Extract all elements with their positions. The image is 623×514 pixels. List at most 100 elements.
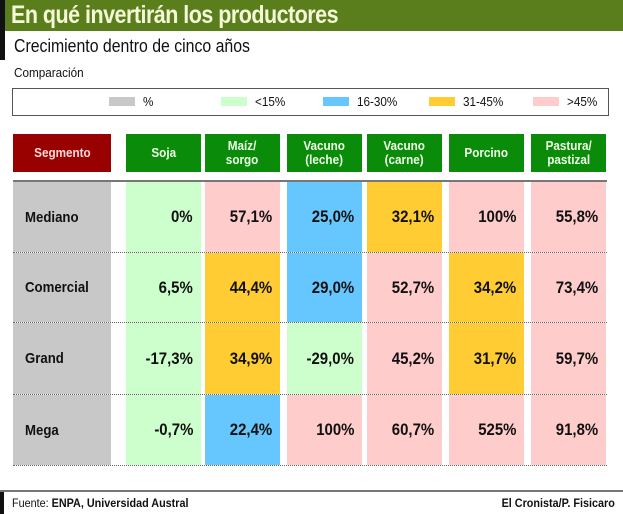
- cell-value: 100%: [315, 420, 354, 439]
- column-header: Porcino: [449, 134, 524, 172]
- segment-label: Grand: [25, 350, 64, 367]
- comparison-label: Comparación: [14, 65, 84, 80]
- table-cell: 91,8%: [531, 395, 606, 465]
- footer-edge-accent: [0, 492, 4, 514]
- row-divider: [13, 394, 607, 395]
- cell-value: 34,9%: [229, 348, 272, 368]
- segment-cell: Comercial: [13, 253, 111, 322]
- title-bar: En qué invertirán los productores: [0, 0, 623, 60]
- table-cell: 31,7%: [449, 323, 524, 394]
- table-cell: 100%: [449, 182, 524, 252]
- legend-swatch: [323, 97, 349, 106]
- legend-label: %: [143, 94, 154, 109]
- table-cell: 44,4%: [205, 253, 280, 322]
- row-divider: [13, 465, 607, 466]
- header-label: Segmento: [33, 145, 91, 160]
- segment-label: Mediano: [25, 208, 79, 226]
- segment-label: Comercial: [25, 279, 89, 296]
- cell-value: 55,8%: [555, 207, 598, 226]
- cell-value: -17,3%: [145, 348, 193, 368]
- segment-label: Mega: [25, 421, 59, 439]
- row-divider: [13, 322, 607, 323]
- table-cell: -17,3%: [126, 323, 201, 394]
- table-cell: 32,1%: [367, 182, 442, 252]
- table-cell: -0,7%: [126, 395, 201, 465]
- column-header: Vacuno (leche): [287, 134, 362, 172]
- legend-item: >45%: [533, 89, 601, 114]
- cell-value: 44,4%: [229, 277, 272, 297]
- table-cell: 55,8%: [531, 182, 606, 252]
- column-header: Pastura/ pastizal: [531, 134, 606, 172]
- credit: El Cronista/P. Fisicaro: [501, 496, 615, 510]
- column-header-label: Soja: [151, 145, 176, 160]
- table-cell: 59,7%: [531, 323, 606, 394]
- column-header-label: Porcino: [464, 145, 509, 160]
- column-header: Vacuno (carne): [367, 134, 442, 172]
- table-cell: 45,2%: [367, 323, 442, 394]
- table-cell: 52,7%: [367, 253, 442, 322]
- table-cell: 29,0%: [287, 253, 362, 322]
- legend-label: <15%: [255, 94, 286, 109]
- table-cell: 34,2%: [449, 253, 524, 322]
- header-rule: [13, 180, 607, 182]
- table-cell: 525%: [449, 395, 524, 465]
- source-text: ENPA, Universidad Austral: [51, 496, 189, 510]
- segment-cell: Mediano: [13, 182, 111, 252]
- legend: % <15% 16-30% 31-45% >45%: [12, 88, 609, 116]
- legend-swatch: [109, 97, 135, 106]
- cell-value: 100%: [477, 207, 516, 226]
- legend-label: >45%: [567, 94, 598, 109]
- column-header-label: Maíz/ sorgo: [226, 138, 259, 167]
- page-title: En qué invertirán los productores: [11, 1, 339, 29]
- row-divider: [13, 252, 607, 253]
- legend-item: 31-45%: [429, 89, 508, 114]
- footer-rule: [0, 490, 623, 492]
- table-cell: 6,5%: [126, 253, 201, 322]
- cell-value: 525%: [477, 420, 516, 439]
- header-segmento: Segmento: [13, 134, 111, 172]
- cell-value: 29,0%: [311, 277, 354, 297]
- legend-swatch: [533, 97, 559, 106]
- cell-value: 22,4%: [229, 420, 272, 439]
- cell-value: 6,5%: [158, 277, 193, 297]
- cell-value: 60,7%: [391, 420, 434, 439]
- table-cell: 34,9%: [205, 323, 280, 394]
- cell-value: 34,2%: [473, 277, 516, 297]
- cell-value: 59,7%: [555, 348, 598, 368]
- column-header-label: Vacuno (carne): [383, 138, 426, 167]
- legend-item: 16-30%: [323, 89, 402, 114]
- cell-value: -29,0%: [306, 348, 354, 368]
- table-cell: 60,7%: [367, 395, 442, 465]
- table-cell: -29,0%: [287, 323, 362, 394]
- segment-cell: Mega: [13, 395, 111, 465]
- legend-swatch: [221, 97, 247, 106]
- column-header: Soja: [126, 134, 201, 172]
- legend-item: %: [109, 89, 155, 114]
- source-note: Fuente: ENPA, Universidad Austral: [12, 496, 188, 510]
- column-header-label: Pastura/ pastizal: [545, 138, 592, 167]
- table-cell: 22,4%: [205, 395, 280, 465]
- legend-item: <15%: [221, 89, 289, 114]
- table-cell: 100%: [287, 395, 362, 465]
- cell-value: -0,7%: [153, 420, 193, 439]
- legend-label: 31-45%: [463, 94, 504, 109]
- title-edge-accent: [0, 0, 5, 60]
- cell-value: 31,7%: [473, 348, 516, 368]
- cell-value: 45,2%: [391, 348, 434, 368]
- table-cell: 73,4%: [531, 253, 606, 322]
- cell-value: 73,4%: [555, 277, 598, 297]
- table-cell: 57,1%: [205, 182, 280, 252]
- column-header: Maíz/ sorgo: [205, 134, 280, 172]
- subtitle: Crecimiento dentro de cinco años: [14, 36, 250, 56]
- table-cell: 25,0%: [287, 182, 362, 252]
- cell-value: 52,7%: [391, 277, 434, 297]
- cell-value: 0%: [171, 207, 193, 226]
- cell-value: 25,0%: [311, 207, 354, 226]
- segment-cell: Grand: [13, 323, 111, 394]
- cell-value: 91,8%: [555, 420, 598, 439]
- cell-value: 32,1%: [391, 207, 434, 226]
- table-cell: 0%: [126, 182, 201, 252]
- source-prefix: Fuente:: [12, 496, 49, 510]
- column-header-label: Vacuno (leche): [303, 138, 346, 167]
- cell-value: 57,1%: [229, 207, 272, 226]
